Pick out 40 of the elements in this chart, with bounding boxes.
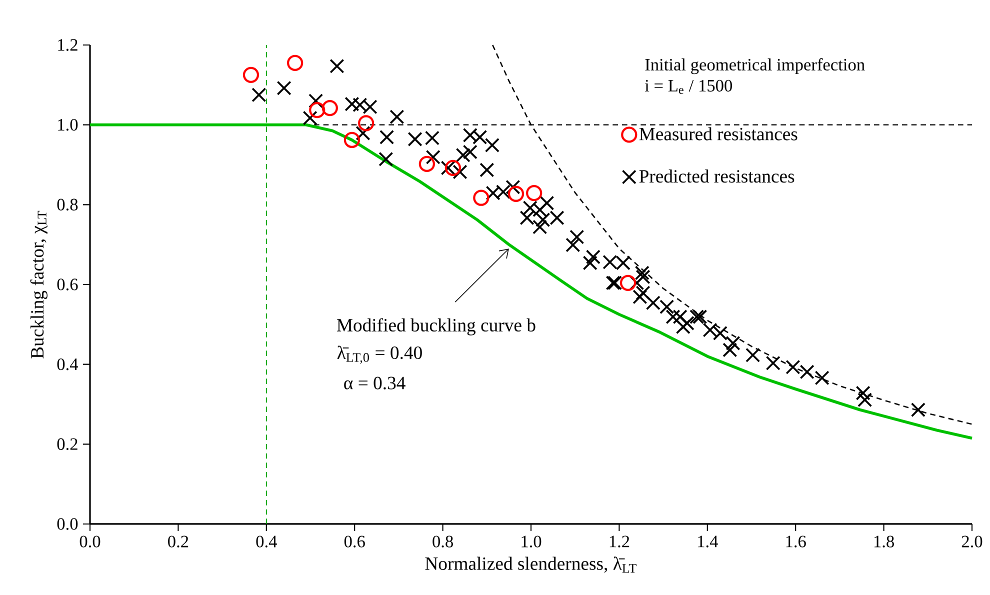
y-tick-label: 0.8 — [57, 198, 78, 211]
x-tick-label: 1.2 — [610, 536, 630, 548]
point — [286, 54, 304, 72]
x-tick-label: 0.4 — [256, 536, 277, 548]
point — [322, 100, 338, 116]
x-tick-label: 2.0 — [962, 536, 982, 548]
annotation: λ̄$_{LT,0}$ = 0.40 — [337, 346, 422, 364]
y-tick-label: 0.2 — [57, 438, 78, 450]
point — [508, 186, 524, 202]
point — [344, 132, 360, 148]
x-axis-title: Normalized slenderness, λ̄$_{LT}$ — [425, 556, 636, 573]
point — [242, 66, 260, 83]
x-tick-label: 1.8 — [874, 536, 894, 548]
y-tick-label: 1.0 — [58, 118, 78, 131]
x-tick-label: 0.0 — [80, 536, 100, 548]
y-tick-label: 0.6 — [57, 278, 78, 290]
x-tick-label: 0.8 — [432, 536, 453, 548]
x-tick-label: 0.2 — [168, 536, 188, 548]
point — [309, 102, 326, 118]
annotation: Initial geometrical imperfection — [645, 58, 865, 74]
point — [418, 156, 435, 172]
point — [473, 190, 490, 206]
point — [358, 115, 374, 132]
annotation: α = 0.34 — [344, 376, 406, 390]
x-tick-label: 0.6 — [344, 536, 365, 548]
legend-label: Predicted resistances — [639, 170, 794, 183]
point — [620, 274, 636, 291]
annotation: Modified buckling curve b — [336, 318, 536, 336]
y-tick-label: 0.0 — [57, 518, 78, 530]
x-tick-label: 1.4 — [698, 536, 718, 548]
y-tick-label: 1.2 — [58, 39, 78, 51]
x-tick-label: 1.6 — [786, 536, 806, 548]
y-axis-title: Buckling factor, χ$_{LT}$ — [30, 210, 48, 358]
point — [526, 185, 542, 202]
annotation: i = L$_{e}$ / 1500 — [644, 80, 732, 94]
point — [444, 160, 462, 176]
x-tick-label: 1.0 — [522, 536, 542, 548]
line-series — [88, 123, 974, 440]
y-tick-label: 0.4 — [57, 358, 78, 370]
legend-label: Measured resistances — [639, 127, 798, 140]
